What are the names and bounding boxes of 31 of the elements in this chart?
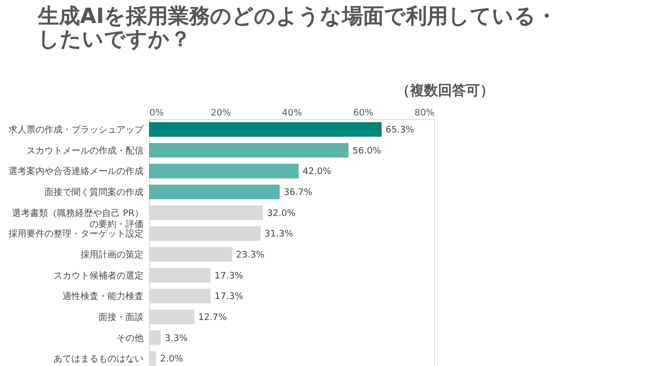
data-label: 56.0%	[352, 146, 382, 156]
data-label: 3.3%	[164, 334, 188, 344]
text: （複数回答可）	[396, 82, 494, 99]
data-label: 23.3%	[236, 250, 266, 260]
y-tick-label: 求人票の作成・ブラッシュアップ	[8, 124, 144, 136]
y-tick-label: 面接・面談	[98, 312, 144, 323]
data-label: 42.0%	[302, 167, 332, 178]
x-tick-label: 40%	[282, 108, 302, 118]
x-tick-label: 80%	[414, 108, 435, 118]
y-tick-label: 面接で聞く質問案の作成	[44, 186, 144, 198]
x-tick-label: 20%	[210, 108, 232, 118]
data-label: 17.3%	[214, 292, 244, 302]
data-label: 17.3%	[214, 271, 244, 282]
data-label: 36.7%	[284, 188, 313, 198]
data-label: 2.0%	[160, 354, 184, 365]
x-tick-label: 0%	[150, 108, 164, 118]
y-tick-label: 選考案内や合否連絡メールの作成	[8, 166, 144, 178]
y-tick-label: 選考書類（職務経歴や自己 PR）の要約・評価	[12, 208, 144, 230]
y-tick-label: その他	[116, 332, 144, 344]
y-tick-label: 適性検査・能力検査	[62, 291, 144, 302]
x-tick-label: 60%	[353, 108, 374, 118]
data-label: 31.3%	[264, 230, 294, 240]
y-tick-label: あてはまるものはない	[54, 354, 144, 365]
data-label: 32.0%	[267, 208, 296, 219]
data-label: 65.3%	[386, 125, 415, 136]
data-label: 12.7%	[198, 312, 228, 323]
y-tick-label: スカウトメールの作成・配信	[26, 145, 144, 156]
y-tick-label: 採用計画の策定	[80, 249, 144, 260]
chart-title: 生成AIを採用業務のどのような場面で利用している・したいですか？	[37, 4, 558, 51]
y-tick-label: スカウト候補者の選定	[54, 270, 144, 282]
y-tick-label: 採用要件の整理・ターゲット設定	[8, 228, 144, 240]
